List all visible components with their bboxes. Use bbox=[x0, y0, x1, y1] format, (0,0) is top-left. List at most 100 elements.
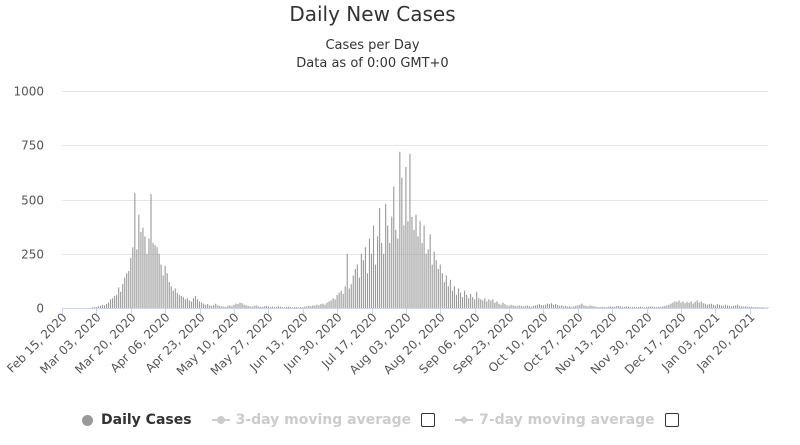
bar[interactable] bbox=[720, 305, 723, 308]
bar[interactable] bbox=[470, 293, 472, 308]
bar[interactable] bbox=[674, 301, 676, 308]
bar[interactable] bbox=[577, 305, 579, 308]
bar[interactable] bbox=[660, 306, 662, 308]
bar[interactable] bbox=[753, 307, 755, 308]
bar[interactable] bbox=[743, 306, 745, 308]
bar[interactable] bbox=[239, 302, 241, 308]
bar[interactable] bbox=[322, 303, 324, 308]
bar[interactable] bbox=[290, 307, 292, 308]
bar[interactable] bbox=[534, 305, 536, 308]
bar[interactable] bbox=[662, 306, 664, 308]
bar[interactable] bbox=[443, 281, 445, 308]
bar[interactable] bbox=[128, 271, 130, 308]
bar[interactable] bbox=[255, 305, 257, 308]
bar[interactable] bbox=[368, 238, 371, 308]
bar[interactable] bbox=[231, 306, 233, 308]
bar[interactable] bbox=[670, 303, 672, 308]
bar[interactable] bbox=[300, 306, 302, 308]
bar[interactable] bbox=[484, 298, 486, 308]
bar[interactable] bbox=[324, 304, 326, 308]
bar[interactable] bbox=[103, 305, 106, 308]
bar[interactable] bbox=[156, 247, 158, 308]
bar[interactable] bbox=[385, 203, 387, 308]
bar[interactable] bbox=[152, 242, 154, 308]
bar[interactable] bbox=[737, 304, 739, 308]
bar[interactable] bbox=[757, 307, 759, 308]
bar[interactable] bbox=[668, 304, 670, 308]
bar[interactable] bbox=[544, 304, 547, 308]
bar[interactable] bbox=[352, 275, 354, 308]
bar[interactable] bbox=[225, 306, 227, 308]
bar[interactable] bbox=[199, 301, 201, 308]
bar[interactable] bbox=[459, 292, 462, 308]
bar[interactable] bbox=[340, 290, 342, 308]
bar[interactable] bbox=[658, 306, 660, 308]
bar[interactable] bbox=[627, 306, 629, 308]
bar[interactable] bbox=[605, 307, 607, 308]
bar[interactable] bbox=[747, 306, 749, 308]
bar[interactable] bbox=[393, 186, 395, 308]
bar[interactable] bbox=[118, 287, 120, 308]
bar[interactable] bbox=[136, 249, 138, 308]
bar[interactable] bbox=[314, 305, 316, 308]
bar[interactable] bbox=[739, 305, 741, 308]
bar[interactable] bbox=[168, 281, 170, 308]
bar[interactable] bbox=[229, 305, 231, 308]
bar[interactable] bbox=[528, 306, 530, 308]
bar[interactable] bbox=[526, 305, 528, 308]
bar[interactable] bbox=[233, 304, 235, 308]
bar[interactable] bbox=[196, 299, 199, 308]
bar[interactable] bbox=[512, 305, 514, 308]
bar[interactable] bbox=[565, 305, 567, 308]
bar[interactable] bbox=[441, 273, 443, 308]
bar[interactable] bbox=[724, 304, 727, 308]
bar[interactable] bbox=[184, 299, 186, 308]
bar[interactable] bbox=[223, 306, 225, 308]
bar[interactable] bbox=[427, 249, 429, 308]
bar[interactable] bbox=[310, 306, 312, 308]
checkbox-3-day-moving-average[interactable] bbox=[421, 413, 436, 427]
bar[interactable] bbox=[253, 305, 255, 308]
bar[interactable] bbox=[550, 303, 553, 308]
bar[interactable] bbox=[405, 166, 407, 308]
bar[interactable] bbox=[140, 232, 142, 308]
bar[interactable] bbox=[642, 307, 644, 308]
bar[interactable] bbox=[690, 301, 692, 308]
bar[interactable] bbox=[573, 306, 575, 308]
bar[interactable] bbox=[439, 264, 441, 308]
bar[interactable] bbox=[263, 306, 265, 308]
bar[interactable] bbox=[213, 304, 215, 308]
bar[interactable] bbox=[411, 216, 413, 308]
bar[interactable] bbox=[617, 305, 619, 308]
bar[interactable] bbox=[656, 307, 658, 308]
bar[interactable] bbox=[164, 265, 166, 308]
bar[interactable] bbox=[472, 297, 474, 308]
bar[interactable] bbox=[381, 242, 383, 308]
bar[interactable] bbox=[625, 306, 627, 308]
bar[interactable] bbox=[455, 294, 458, 308]
bar[interactable] bbox=[623, 306, 625, 308]
bar[interactable] bbox=[421, 242, 423, 308]
bar[interactable] bbox=[235, 303, 237, 308]
bar[interactable] bbox=[395, 229, 397, 308]
bar[interactable] bbox=[755, 306, 757, 308]
bar[interactable] bbox=[318, 305, 320, 308]
bar[interactable] bbox=[763, 307, 765, 308]
bar[interactable] bbox=[486, 301, 488, 308]
legend-item-daily-cases[interactable]: Daily Cases bbox=[82, 412, 192, 428]
checkbox-7-day-moving-average[interactable] bbox=[664, 413, 679, 427]
bar[interactable] bbox=[211, 305, 213, 308]
bar[interactable] bbox=[360, 253, 362, 308]
bar[interactable] bbox=[162, 275, 164, 308]
bar[interactable] bbox=[494, 302, 496, 308]
bar[interactable] bbox=[575, 305, 577, 308]
bar[interactable] bbox=[122, 284, 124, 308]
bar[interactable] bbox=[116, 294, 118, 308]
bar[interactable] bbox=[93, 306, 95, 308]
bar[interactable] bbox=[508, 305, 510, 308]
bar[interactable] bbox=[99, 305, 101, 308]
bar[interactable] bbox=[538, 304, 540, 308]
legend-item-3-day-moving-average[interactable]: 3-day moving average bbox=[211, 412, 436, 428]
bar[interactable] bbox=[227, 305, 229, 308]
bar[interactable] bbox=[557, 304, 559, 308]
